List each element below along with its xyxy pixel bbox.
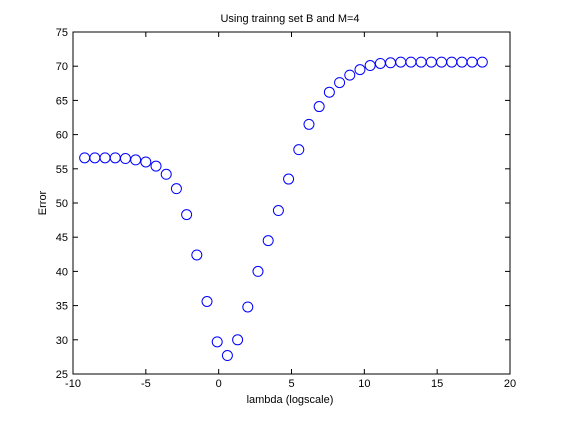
data-point bbox=[130, 154, 142, 166]
data-point bbox=[160, 168, 172, 180]
data-point bbox=[221, 350, 233, 362]
y-axis: 25 30 35 40 45 50 55 60 65 70 75 bbox=[56, 27, 510, 381]
data-point bbox=[191, 249, 203, 261]
data-point bbox=[313, 101, 325, 113]
x-tick-label: 10 bbox=[358, 378, 370, 390]
plot-area bbox=[72, 31, 511, 375]
x-tick-label: 5 bbox=[288, 378, 294, 390]
y-tick-label: 40 bbox=[56, 266, 68, 278]
data-point bbox=[323, 86, 335, 98]
data-point bbox=[283, 173, 295, 185]
y-tick-label: 55 bbox=[56, 164, 68, 176]
data-point bbox=[476, 56, 488, 68]
x-tick-label: -10 bbox=[65, 378, 81, 390]
data-point bbox=[232, 334, 244, 346]
data-point bbox=[140, 156, 152, 168]
x-axis-label: lambda (logscale) bbox=[247, 394, 334, 406]
data-series bbox=[79, 56, 488, 362]
x-axis: -10 -5 0 5 10 15 20 bbox=[65, 32, 516, 390]
y-tick-label: 25 bbox=[56, 369, 68, 381]
data-point bbox=[334, 77, 346, 89]
data-point bbox=[242, 301, 254, 313]
data-point bbox=[150, 160, 162, 172]
y-tick-label: 35 bbox=[56, 301, 68, 313]
x-tick-label: -5 bbox=[141, 378, 151, 390]
y-tick-label: 65 bbox=[56, 95, 68, 107]
y-tick-label: 45 bbox=[56, 232, 68, 244]
data-point bbox=[181, 209, 193, 221]
x-tick-label: 0 bbox=[216, 378, 222, 390]
y-tick-label: 60 bbox=[56, 130, 68, 142]
data-point bbox=[293, 144, 305, 156]
data-point bbox=[252, 265, 264, 277]
data-point bbox=[201, 295, 213, 307]
data-point bbox=[354, 64, 366, 76]
data-point bbox=[272, 205, 284, 217]
data-point bbox=[344, 69, 356, 81]
y-tick-label: 30 bbox=[56, 335, 68, 347]
y-tick-label: 75 bbox=[56, 27, 68, 39]
data-point bbox=[211, 336, 223, 348]
data-point bbox=[262, 235, 274, 247]
chart-title: Using trainng set B and M=4 bbox=[220, 13, 359, 25]
y-axis-label: Error bbox=[37, 190, 49, 215]
x-tick-label: 15 bbox=[431, 378, 443, 390]
data-point bbox=[170, 183, 182, 195]
data-point bbox=[364, 60, 376, 72]
y-tick-label: 70 bbox=[56, 61, 68, 73]
y-tick-label: 50 bbox=[56, 198, 68, 210]
data-point bbox=[303, 118, 315, 130]
x-tick-label: 20 bbox=[504, 378, 516, 390]
